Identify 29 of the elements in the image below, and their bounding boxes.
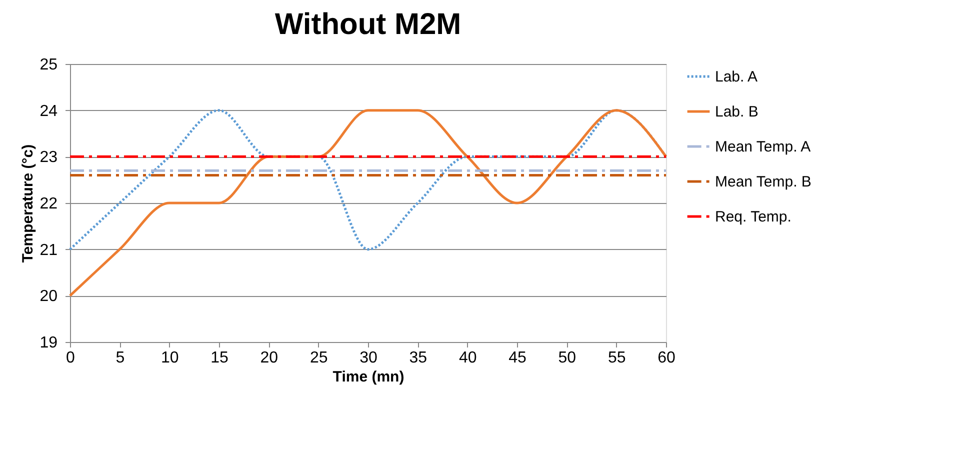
y-tick-label: 25 [40, 56, 58, 74]
x-tick-label: 35 [409, 350, 428, 366]
x-tick-label: 40 [458, 350, 477, 366]
y-tick-label: 22 [40, 196, 58, 212]
x-tick-label: 25 [310, 350, 328, 366]
y-tick-label: 24 [40, 102, 58, 120]
legend-label: Mean Temp. A [715, 138, 811, 156]
y-axis-title: Temperature (°c) [20, 144, 37, 263]
x-tick-label: 10 [160, 350, 179, 366]
legend-label: Lab. A [715, 68, 758, 86]
x-tick-label: 30 [360, 350, 378, 366]
x-tick-label: 45 [508, 350, 526, 366]
x-tick-label: 15 [210, 350, 228, 366]
x-tick-label: 60 [658, 350, 676, 366]
legend-label: Mean Temp. B [715, 174, 812, 190]
y-tick-label: 20 [40, 288, 58, 306]
chart-title: Without M2M [274, 8, 462, 41]
y-tick-label: 19 [40, 334, 58, 352]
x-tick-label: 50 [558, 350, 576, 366]
x-tick-label: 0 [66, 350, 76, 366]
y-tick-label: 21 [40, 242, 58, 259]
x-axis-title: Time (mn) [332, 368, 404, 386]
legend-label: Req. Temp. [715, 208, 792, 226]
line-series [68, 109, 668, 297]
x-tick-label: 55 [608, 350, 626, 366]
x-tick-label: 20 [260, 350, 278, 366]
y-tick-label: 23 [40, 149, 58, 166]
legend-label: Lab. B [715, 104, 758, 120]
x-tick-label: 5 [116, 350, 125, 366]
